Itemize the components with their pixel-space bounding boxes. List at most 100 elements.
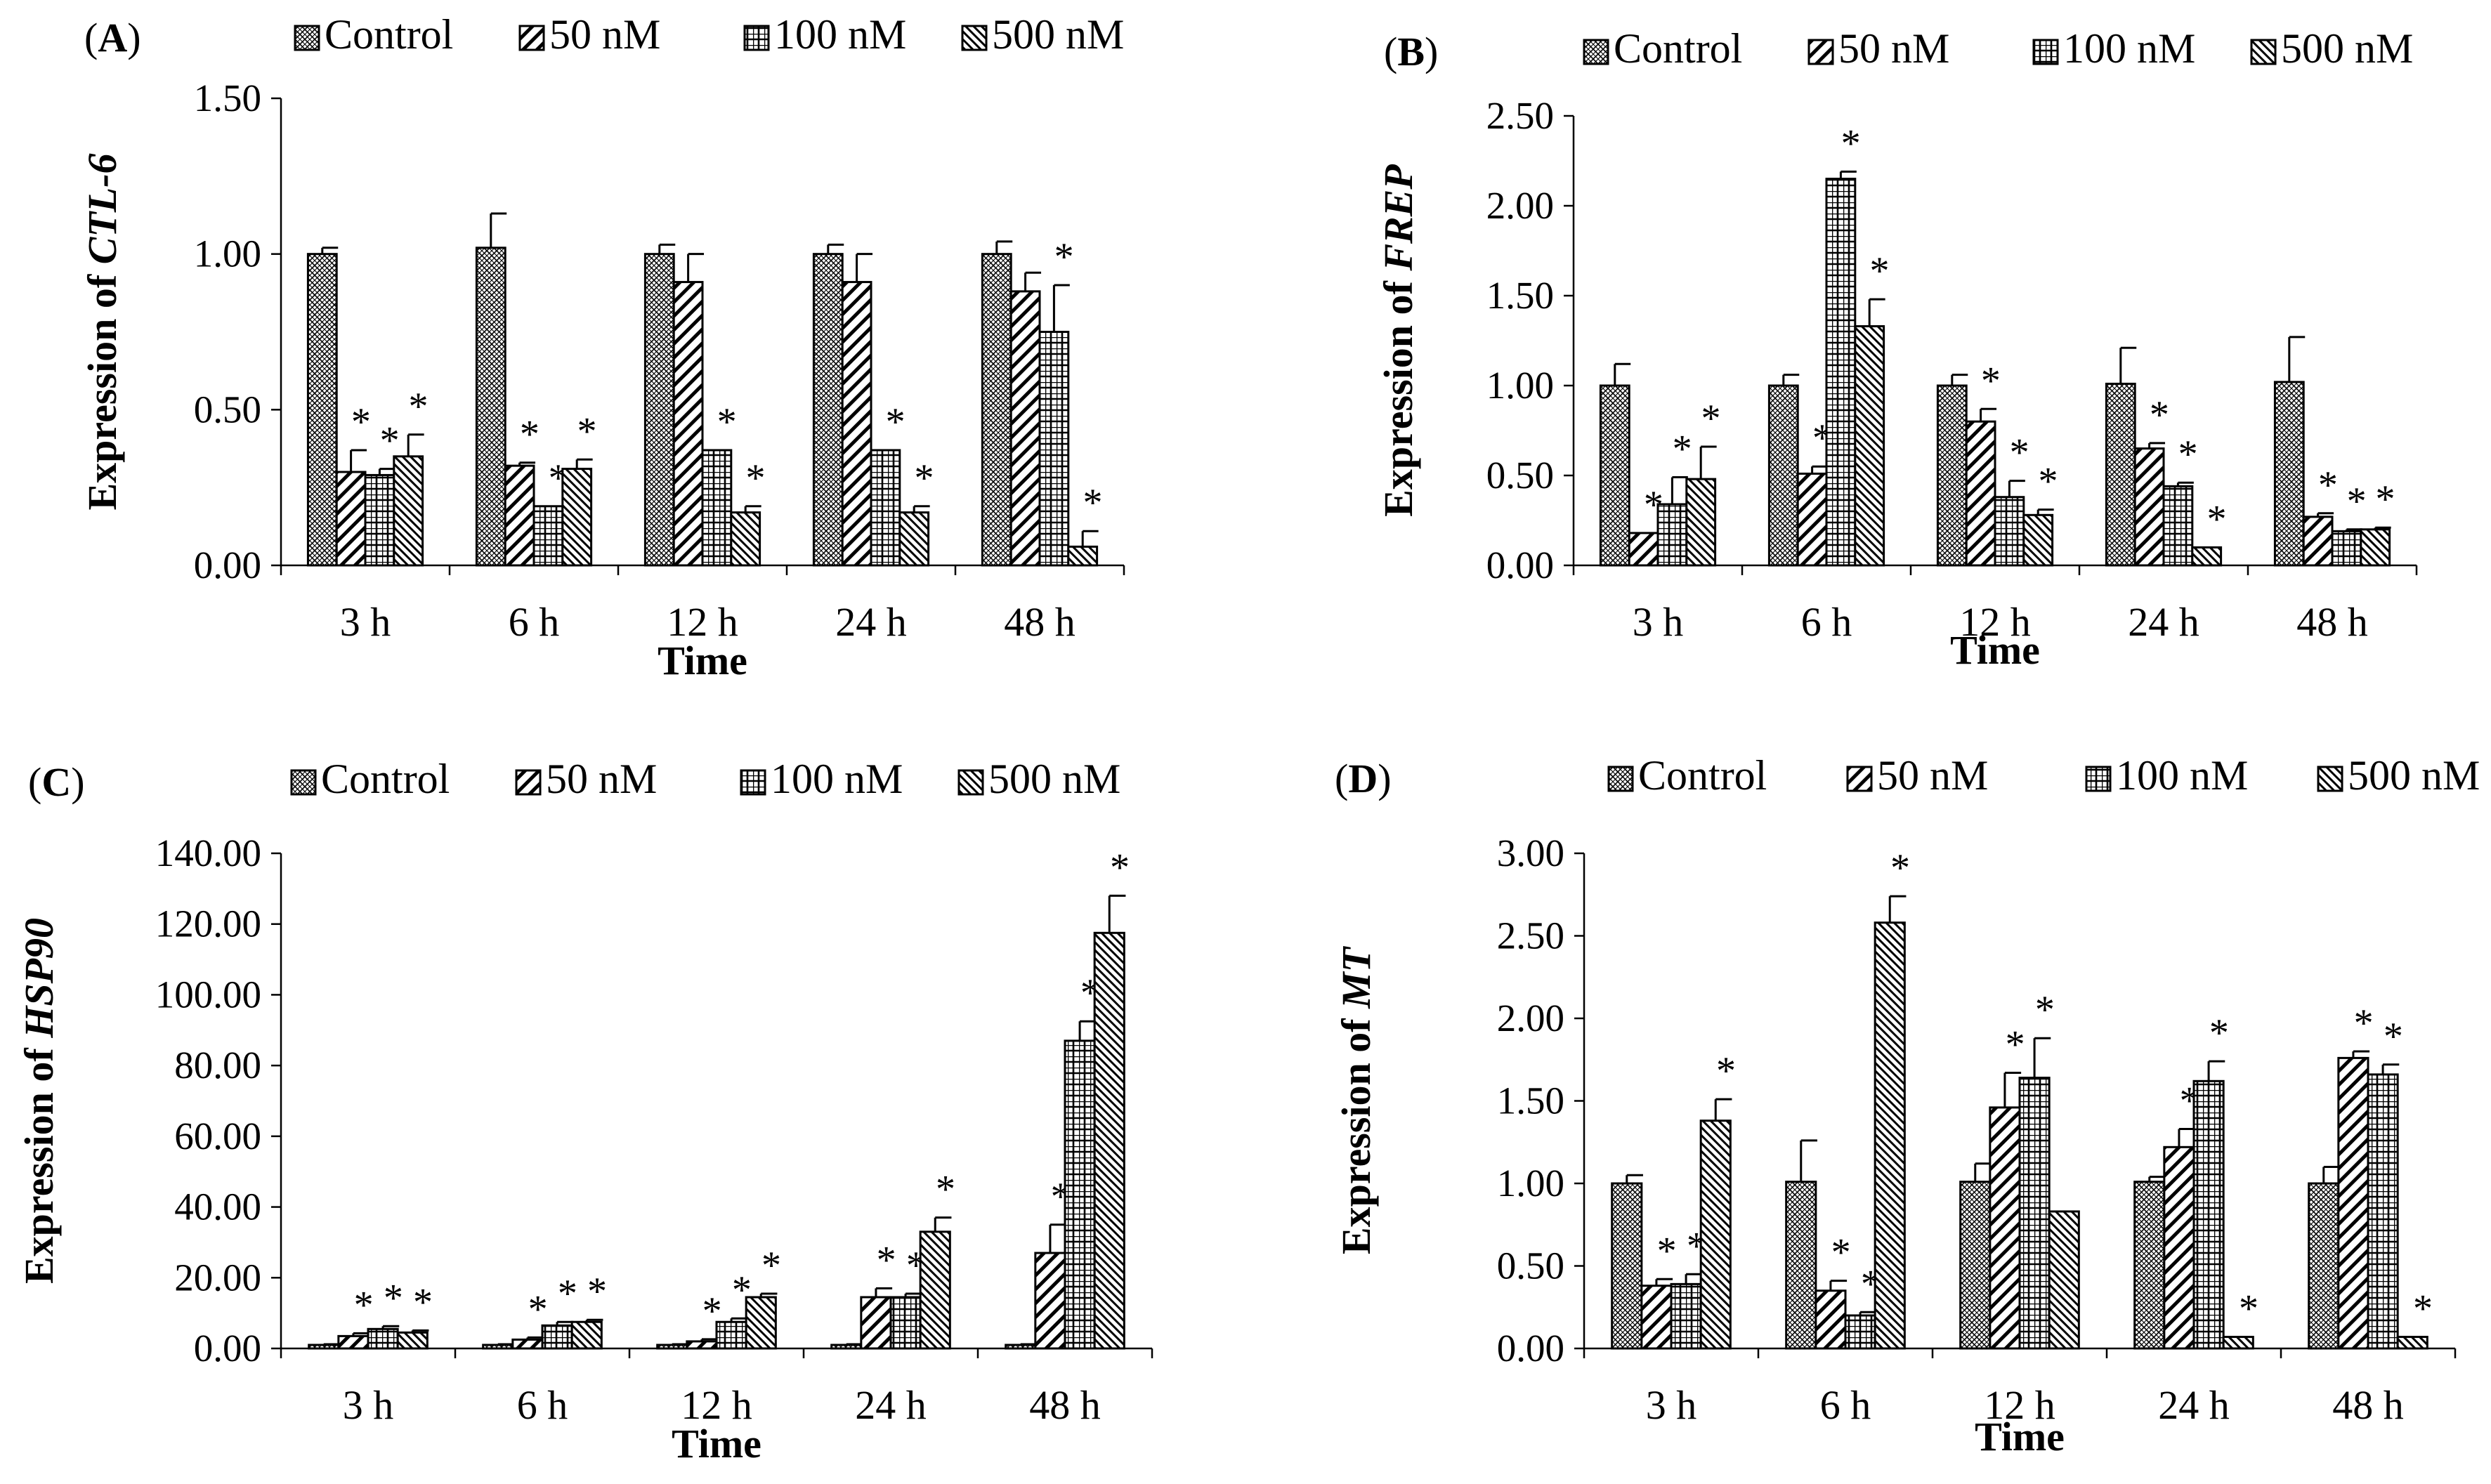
bar-control-48h [981, 253, 1012, 567]
y-tick-label: 0.00 [1486, 544, 1554, 586]
bar-50nm-12h [1965, 420, 1996, 567]
bar-100nm-6h [1825, 178, 1857, 567]
bar-50nm-48h [2337, 1056, 2369, 1350]
bar-50nm-48h [2302, 516, 2334, 567]
legend-label-2: 100 nM [2063, 25, 2195, 72]
y-tick-label: 100.00 [155, 973, 261, 1016]
y-axis-title: Expression of FREP [1375, 164, 1421, 517]
bar-500nm-24h [2222, 1336, 2254, 1350]
legend-swatch-2 [2085, 766, 2112, 792]
y-tick-label: 2.50 [1497, 914, 1564, 957]
bar-50nm-3h [1640, 1285, 1673, 1350]
bar-50nm-12h [1989, 1106, 2021, 1350]
bar-50nm-3h [335, 471, 367, 567]
legend-label-0: Control [1638, 752, 1767, 799]
y-tick-label: 0.00 [194, 1327, 261, 1370]
significance-marker: * [558, 1272, 577, 1315]
y-tick-label: 40.00 [174, 1186, 261, 1228]
x-tick-label: 48 h [1004, 599, 1075, 645]
y-tick-label: 3.00 [1497, 832, 1564, 874]
significance-marker: * [2035, 988, 2055, 1032]
bar-500nm-3h [1699, 1119, 1732, 1350]
significance-marker: * [2375, 478, 2395, 521]
significance-marker: * [1831, 1231, 1851, 1275]
bar-100nm-24h [870, 449, 901, 567]
significance-marker: * [2347, 480, 2367, 523]
y-tick-label: 1.00 [1497, 1162, 1564, 1204]
significance-marker: * [1054, 235, 1074, 279]
significance-marker: * [1716, 1049, 1736, 1093]
significance-marker: * [2206, 497, 2226, 541]
bar-100nm-3h [1670, 1282, 1702, 1350]
x-axis-title: Time [1975, 1414, 2065, 1459]
bar-control-6h [1767, 384, 1799, 567]
x-tick-label: 12 h [1959, 599, 2031, 645]
bar-100nm-48h [1038, 331, 1070, 567]
bar-control-12h [1936, 384, 1968, 567]
x-tick-label: 48 h [1029, 1382, 1101, 1428]
significance-marker: * [2010, 431, 2029, 475]
bar-100nm-48h [2331, 530, 2362, 567]
bar-100nm-12h [1994, 496, 2025, 567]
panel-label: (A) [84, 15, 141, 60]
y-tick-label: 2.00 [1486, 184, 1554, 227]
bar-100nm-48h [1064, 1039, 1096, 1350]
significance-marker: * [1890, 846, 1910, 890]
bar-100nm-6h [541, 1324, 573, 1350]
x-tick-label: 48 h [2296, 599, 2368, 645]
significance-marker: * [528, 1287, 548, 1331]
bar-500nm-3h [1685, 478, 1717, 567]
y-tick-label: 1.00 [1486, 364, 1554, 407]
panel-c: (C) Control 50 nM 100 nM 500 nM 0.00 20.00 40.0… [16, 756, 1153, 1466]
panel-a: (A) Control 50 nM 100 nM 500 nM 0.00 0.50 1.00 1… [79, 11, 1125, 683]
bar-100nm-12h [715, 1320, 747, 1350]
bar-control-6h [482, 1344, 514, 1350]
x-axis-title: Time [1950, 627, 2040, 673]
bar-500nm-48h [2396, 1336, 2428, 1350]
bar-500nm-24h [898, 511, 930, 567]
significance-marker: * [2239, 1287, 2258, 1331]
x-tick-label: 3 h [340, 599, 391, 645]
panel-label: (D) [1335, 756, 1392, 801]
bar-control-12h [1959, 1181, 1992, 1350]
bar-500nm-12h [2048, 1210, 2080, 1350]
legend-swatch-1 [1846, 766, 1873, 792]
legend-label-1: 50 nM [1838, 25, 1949, 72]
x-tick-label: 6 h [1820, 1382, 1871, 1428]
x-tick-label: 48 h [2332, 1382, 2404, 1428]
panel-label: (B) [1384, 29, 1438, 74]
bar-50nm-3h [337, 1334, 370, 1350]
y-axis-title: Expression of CTL-6 [79, 153, 125, 510]
bar-500nm-3h [396, 1331, 429, 1350]
y-tick-label: 0.50 [1486, 454, 1554, 497]
bar-500nm-6h [570, 1320, 603, 1350]
significance-marker: * [717, 400, 737, 444]
legend-swatch-1 [515, 769, 542, 796]
significance-marker: * [1841, 122, 1861, 165]
significance-marker: * [587, 1270, 607, 1313]
bar-100nm-24h [2192, 1079, 2225, 1350]
significance-marker: * [2150, 393, 2169, 437]
x-tick-label: 6 h [517, 1382, 568, 1428]
bar-50nm-24h [2163, 1145, 2195, 1350]
significance-marker: * [408, 385, 428, 428]
bar-500nm-12h [730, 511, 761, 567]
bar-500nm-6h [1854, 325, 1885, 567]
legend-swatch-3 [2317, 766, 2343, 792]
x-tick-label: 6 h [1801, 599, 1852, 645]
legend-swatch-2 [2032, 39, 2059, 65]
bar-control-12h [656, 1344, 688, 1350]
significance-marker: * [1981, 359, 2001, 402]
legend-swatch-0 [294, 25, 320, 51]
bar-control-3h [306, 253, 338, 567]
y-tick-label: 0.00 [194, 544, 261, 586]
x-axis-title: Time [672, 1421, 761, 1466]
panel-b: (B) Control 50 nM 100 nM 500 nM 0.00 0.50 1.00 1… [1375, 25, 2418, 673]
legend-label-2: 100 nM [2116, 752, 2248, 799]
significance-marker: * [577, 409, 596, 453]
y-tick-label: 0.00 [1497, 1327, 1564, 1370]
bar-100nm-12h [701, 449, 733, 567]
x-tick-label: 3 h [1633, 599, 1684, 645]
y-tick-label: 2.50 [1486, 94, 1554, 137]
